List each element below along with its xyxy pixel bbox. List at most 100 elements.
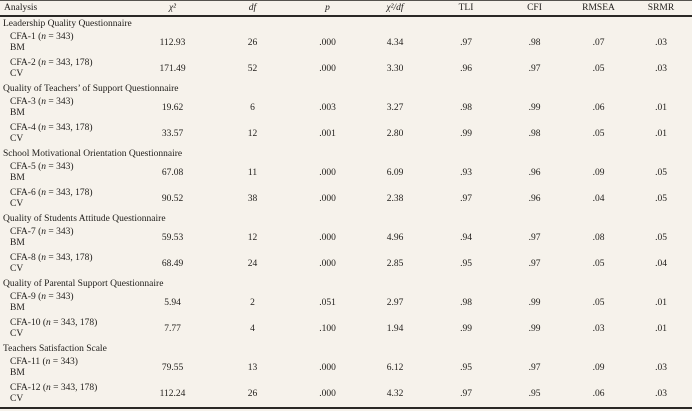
df-value: 11 [247,168,258,178]
analysis-label-post: = 343, 178) [45,252,93,263]
tli-value: .97 [430,381,502,409]
chi2-df-value: 2.85 [386,259,404,269]
rmsea-value: .05 [592,129,605,139]
col-header-chi2-df: χ²/df [360,0,430,17]
col-header-analysis: Analysis [0,0,135,17]
cfi-value: .97 [528,363,541,373]
tli-value: .99 [460,129,472,139]
model-type-label: CV [10,134,24,144]
analysis-label-post: = 343) [45,161,74,172]
cfi-value: .95 [502,381,567,409]
analysis-label-pre: CFA-3 ( [10,96,42,107]
df-value: 52 [247,64,258,74]
section-title: Quality of Students Attitude Questionnai… [3,213,166,224]
srmr-value: .01 [655,324,667,334]
table-row: CFA-4 (n = 343, 178) CV 33.57 12 .001 2.80 .99… [0,121,692,147]
tli-value: .93 [460,168,472,178]
p-value: .000 [319,363,336,373]
table-row: CFA-8 (n = 343, 178) CV 68.49 24 .000 2.85 .95… [0,251,692,277]
sample-n-symbol: n [45,317,51,328]
srmr-value: .01 [655,129,667,139]
df-value: 38 [247,194,258,204]
table-row: CFA-11 (n = 343) BM 79.55 13 .000 6.12 .95 .97.… [0,355,692,381]
col-header-rmsea: RMSEA [567,0,630,17]
p-value: .000 [319,259,336,269]
df-value: 26 [210,381,295,409]
chi2-df-value: 4.96 [386,233,404,243]
tli-value: .97 [460,38,472,48]
p-value: .051 [319,298,336,308]
df-value: 2 [250,298,255,308]
chi2-df-value: 2.97 [386,298,404,308]
rmsea-value: .05 [592,259,605,269]
tli-value: .98 [460,103,472,113]
model-type-label: BM [10,368,25,378]
section-title: Leadership Quality Questionnaire [3,18,132,29]
analysis-label: CFA-5 (n = 343) BM [0,160,135,186]
cfi-value: .96 [528,194,541,204]
section-title-row: Teachers Satisfaction Scale [0,342,692,355]
section-title: Teachers Satisfaction Scale [3,343,107,354]
section-title: Quality of Teachers’ of Support Question… [3,83,179,94]
analysis-label-pre: CFA-1 ( [10,31,42,42]
chi2-df-value: 6.09 [386,168,404,178]
analysis-label-post: = 343, 178) [50,382,98,393]
analysis-label: CFA-7 (n = 343) BM [0,225,135,251]
tli-value: .96 [460,64,472,74]
srmr-value: .03 [655,38,667,48]
table-row: CFA-12 (n = 343, 178) CV 112.24 26.000 4.32.… [0,381,692,409]
analysis-label-post: = 343) [45,31,74,42]
model-type-label: CV [10,394,24,404]
analysis-label-pre: CFA-9 ( [10,291,42,302]
rmsea-value: .09 [592,168,605,178]
col-header-srmr: SRMR [630,0,692,17]
table-row: CFA-2 (n = 343, 178) CV 171.49 52 .000 3.30 .9… [0,56,692,82]
analysis-label: CFA-12 (n = 343, 178) CV [0,381,135,409]
sample-n-symbol: n [41,161,46,172]
model-type-label: CV [10,264,24,274]
rmsea-value: .09 [592,363,605,373]
col-header-chi2: χ² [135,0,210,17]
srmr-value: .03 [655,363,667,373]
section-title-row: School Motivational Orientation Question… [0,147,692,160]
chi2-value: 67.08 [161,168,184,178]
sample-n-symbol: n [41,187,46,198]
analysis-label: CFA-2 (n = 343, 178) CV [0,56,135,82]
table-row: CFA-6 (n = 343, 178) CV 90.52 38 .000 2.38 .97… [0,186,692,212]
analysis-label-post: = 343) [50,356,78,367]
srmr-value: .01 [655,298,667,308]
chi2-df-value: 6.12 [386,363,404,373]
model-type-label: BM [10,43,25,53]
cfi-value: .98 [528,129,541,139]
analysis-label: CFA-3 (n = 343) BM [0,95,135,121]
p-value: .000 [319,194,336,204]
table-body: Leadership Quality Questionnaire CFA-1 (n… [0,16,692,409]
df-value: 26 [247,38,258,48]
table-row: CFA-9 (n = 343) BM 5.94 2 .051 2.97 .98 .99 .05.… [0,290,692,316]
chi2-value: 68.49 [161,259,184,269]
sample-n-symbol: n [41,57,46,68]
model-type-label: BM [10,303,25,313]
section-title-row: Quality of Parental Support Questionnair… [0,277,692,290]
sample-n-symbol: n [41,96,46,107]
col-header-df: df [210,0,295,17]
analysis-label-pre: CFA-4 ( [10,122,42,133]
p-value: .000 [319,38,336,48]
analysis-label: CFA-9 (n = 343) BM [0,290,135,316]
section-title: School Motivational Orientation Question… [3,148,183,159]
cfi-value: .99 [528,103,541,113]
header-row: Analysis χ² df p χ²/df TLI CFI RMSEA SRM… [0,0,692,17]
col-header-tli: TLI [430,0,502,17]
p-value: .000 [295,381,360,409]
model-type-label: BM [10,238,25,248]
srmr-value: .03 [655,64,667,74]
sample-n-symbol: n [41,31,46,42]
tli-value: .99 [460,324,472,334]
srmr-value: .03 [630,381,692,409]
chi2-df-value: 4.34 [386,38,404,48]
cfi-value: .96 [528,168,541,178]
analysis-label-pre: CFA-11 ( [10,356,46,367]
chi2-df-value: 2.38 [386,194,404,204]
